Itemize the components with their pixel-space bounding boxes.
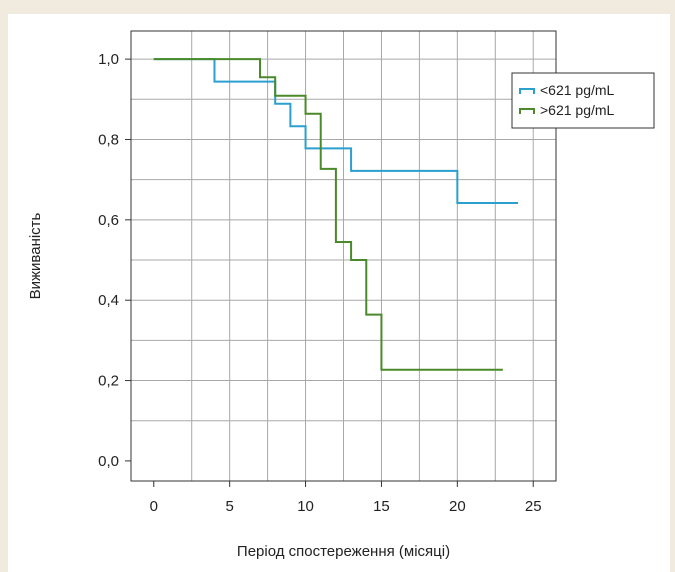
grid-lines [131, 31, 556, 481]
series-line [153, 58, 519, 204]
legend-symbol [519, 108, 535, 114]
y-tick-label: 0,8 [98, 131, 119, 148]
y-tick-label: 0,2 [98, 373, 119, 390]
y-axis-label: Виживаність [27, 212, 44, 299]
y-tick-label: 0,4 [98, 292, 119, 309]
x-tick-label: 10 [297, 498, 314, 515]
x-tick-label: 0 [150, 498, 158, 515]
x-tick-label: 20 [449, 498, 466, 515]
y-tick-label: 0,6 [98, 212, 119, 229]
y-tick-label: 1,0 [98, 51, 119, 68]
series-lines [153, 58, 519, 371]
legend-label: >621 pg/mL [540, 102, 615, 118]
x-tick-label: 25 [525, 498, 542, 515]
x-axis-label: Період спостереження (місяці) [237, 543, 450, 560]
axis-ticks: 0 5 10 15 20 25 0,0 0,2 0,4 0,6 0,8 1,0 [98, 51, 541, 515]
legend-symbol [519, 88, 535, 94]
y-tick-label: 0,0 [98, 453, 119, 470]
legend-label: <621 pg/mL [540, 82, 615, 98]
x-tick-label: 5 [225, 498, 233, 515]
legend-box [511, 72, 655, 129]
series-line [153, 58, 503, 371]
plot-frame [130, 30, 557, 482]
legend: <621 pg/mL >621 pg/mL [511, 72, 655, 129]
x-tick-label: 15 [373, 498, 390, 515]
